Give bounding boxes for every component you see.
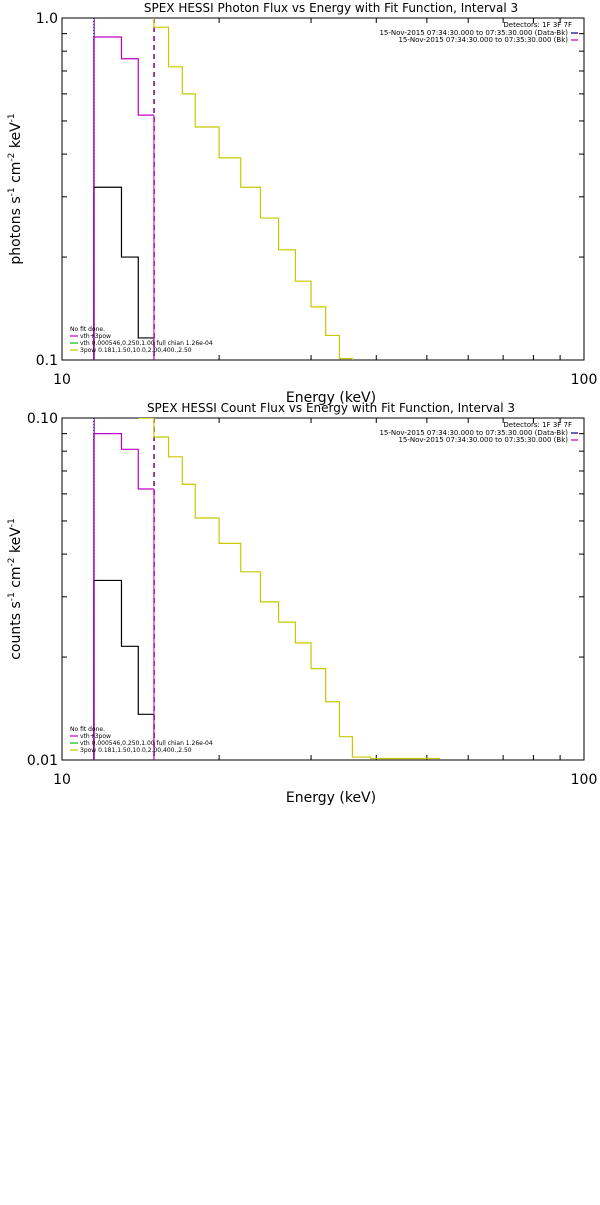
detectors-label: Detectors: 1F 3F 7F bbox=[503, 421, 572, 429]
y-tick-label: 0.1 bbox=[36, 353, 58, 369]
time-range-label: 15-Nov-2015 07:34:30.000 to 07:35:30.000… bbox=[379, 429, 568, 437]
chart-2: 10 100 0.01 0.10 SPEX HESSI Count Flux vs En… bbox=[7, 401, 597, 806]
fit-legend-text: vth+3pow bbox=[80, 333, 111, 340]
fit-legend-text: No fit done. bbox=[70, 726, 105, 733]
chart-title: SPEX HESSI Photon Flux vs Energy with Fi… bbox=[144, 1, 518, 15]
time-range-label: 15-Nov-2015 07:34:30.000 to 07:35:30.000… bbox=[398, 436, 568, 444]
y-axis-label-exponent: -1 bbox=[7, 187, 17, 196]
y-axis-label: photons s-1 cm-2 keV-1 bbox=[7, 113, 24, 264]
series-step-1 bbox=[93, 579, 154, 715]
x-tick-label: 100 bbox=[571, 772, 598, 788]
y-axis-label-exponent: -2 bbox=[7, 557, 17, 566]
y-axis-label-exponent: -1 bbox=[7, 113, 17, 122]
series-step-3 bbox=[138, 418, 441, 760]
time-range-label: 15-Nov-2015 07:34:30.000 to 07:35:30.000… bbox=[379, 29, 568, 37]
x-tick-label: 100 bbox=[571, 372, 598, 388]
y-tick-label: 0.01 bbox=[27, 753, 58, 769]
y-axis-label-part: photons s bbox=[8, 196, 24, 264]
series-step-2 bbox=[93, 36, 154, 116]
y-axis-label-exponent: -1 bbox=[7, 592, 17, 601]
y-axis-label-exponent: -1 bbox=[7, 518, 17, 527]
time-range-label: 15-Nov-2015 07:34:30.000 to 07:35:30.000… bbox=[398, 36, 568, 44]
fit-legend-text: vth 0.000546,0.250,1.00 full chian 1.26e… bbox=[80, 340, 213, 347]
series-step-3 bbox=[153, 18, 353, 360]
x-tick-label: 10 bbox=[53, 372, 71, 388]
series-step-2 bbox=[93, 433, 154, 490]
chart-1: 10 100 0.1 1.0 SPEX HESSI Photon Flux vs Ene… bbox=[7, 1, 597, 406]
y-axis-label-part: counts s bbox=[8, 601, 24, 660]
series-step-1 bbox=[93, 186, 154, 339]
x-axis-label: Energy (keV) bbox=[286, 790, 376, 806]
y-axis-label-exponent: -2 bbox=[7, 153, 17, 162]
fit-legend-text: 3pow 0.181,1.50,10.0,2.00,400.,2.50 bbox=[80, 347, 192, 354]
chart-title: SPEX HESSI Count Flux vs Energy with Fit… bbox=[147, 401, 515, 415]
x-tick-label: 10 bbox=[53, 772, 71, 788]
y-tick-label: 1.0 bbox=[36, 11, 58, 27]
y-axis-label-part: keV bbox=[8, 122, 24, 153]
y-axis-label-part: keV bbox=[8, 527, 24, 558]
plot-frame bbox=[61, 17, 585, 361]
fit-legend-text: vth 0.000546,0.250,1.00 full chian 1.26e… bbox=[80, 740, 213, 747]
y-axis-label-part: cm bbox=[8, 566, 24, 592]
fit-legend-text: No fit done. bbox=[70, 326, 105, 333]
fit-legend-text: vth+3pow bbox=[80, 733, 111, 740]
x-axis-label: Energy (keV) bbox=[286, 390, 376, 406]
y-axis-label-part: cm bbox=[8, 162, 24, 188]
detectors-label: Detectors: 1F 3F 7F bbox=[503, 21, 572, 29]
y-tick-label: 0.10 bbox=[27, 411, 58, 427]
y-axis-label: counts s-1 cm-2 keV-1 bbox=[7, 518, 24, 660]
plot-frame bbox=[61, 417, 585, 761]
fit-legend-text: 3pow 0.181,1.50,10.0,2.00,400.,2.50 bbox=[80, 747, 192, 754]
